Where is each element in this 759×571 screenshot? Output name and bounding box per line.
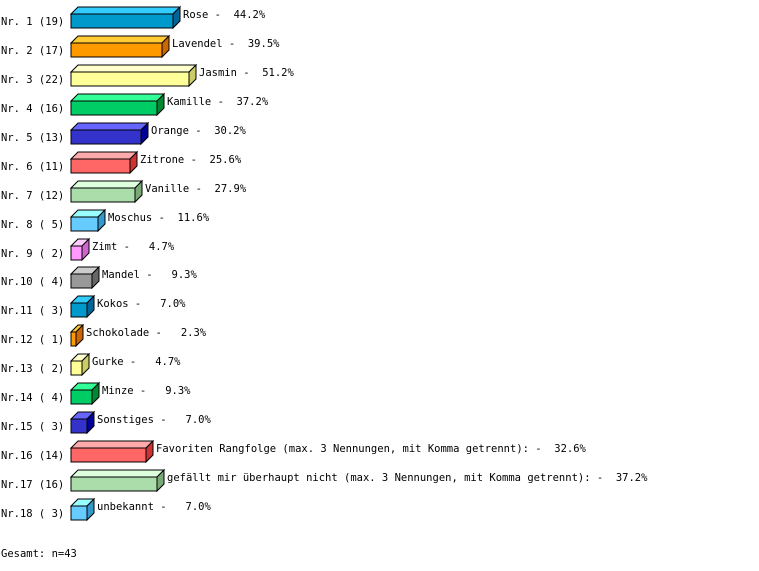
data-label: Kamille - 37.2% [167, 96, 269, 108]
bar-top [69, 6, 182, 15]
category-label: Nr. 4 (16) [1, 103, 64, 115]
category-label: Nr.10 ( 4) [1, 276, 64, 288]
category-label: Nr.16 (14) [1, 450, 64, 462]
bar-top [69, 64, 198, 73]
category-label: Nr.13 ( 2) [1, 363, 64, 375]
category-label: Nr.11 ( 3) [1, 305, 64, 317]
data-label: Zitrone - 25.6% [140, 154, 242, 166]
total-label: Gesamt: n=43 [1, 548, 77, 560]
category-label: Nr. 5 (13) [1, 132, 64, 144]
bar [70, 505, 88, 521]
category-label: Nr. 8 ( 5) [1, 219, 64, 231]
data-label: Minze - 9.3% [102, 385, 191, 397]
bar [70, 13, 174, 29]
bar [70, 100, 158, 116]
bar-top [69, 469, 166, 478]
bar [70, 187, 136, 203]
bar [70, 360, 83, 376]
data-label: Orange - 30.2% [151, 125, 247, 137]
bar [70, 158, 131, 174]
data-label: unbekannt - 7.0% [97, 501, 211, 513]
category-label: Nr.15 ( 3) [1, 421, 64, 433]
bar-top [69, 151, 139, 160]
bar [70, 331, 77, 347]
bar [70, 71, 190, 87]
bar [70, 302, 88, 318]
bar [70, 447, 147, 463]
data-label: Vanille - 27.9% [145, 183, 247, 195]
bar-top [69, 93, 166, 102]
bar [70, 389, 93, 405]
bar [70, 42, 163, 58]
bar [70, 129, 142, 145]
data-label: Kokos - 7.0% [97, 298, 186, 310]
data-label: Schokolade - 2.3% [86, 327, 207, 339]
data-label: Jasmin - 51.2% [199, 67, 295, 79]
category-label: Nr. 3 (22) [1, 74, 64, 86]
bar-top [69, 180, 144, 189]
data-label: Sonstiges - 7.0% [97, 414, 211, 426]
category-label: Nr.14 ( 4) [1, 392, 64, 404]
bar [70, 418, 88, 434]
category-label: Nr. 1 (19) [1, 16, 64, 28]
category-label: Nr. 9 ( 2) [1, 248, 64, 260]
category-label: Nr.18 ( 3) [1, 508, 64, 520]
bar-top [69, 35, 171, 44]
data-label: Zimt - 4.7% [92, 241, 175, 253]
data-label: Moschus - 11.6% [108, 212, 210, 224]
data-label: Favoriten Rangfolge (max. 3 Nennungen, m… [156, 443, 587, 455]
bar [70, 245, 83, 261]
category-label: Nr. 7 (12) [1, 190, 64, 202]
bar [70, 476, 158, 492]
bar-top [69, 440, 155, 449]
category-label: Nr.17 (16) [1, 479, 64, 491]
category-label: Nr.12 ( 1) [1, 334, 64, 346]
data-label: Lavendel - 39.5% [172, 38, 280, 50]
data-label: gefällt mir überhaupt nicht (max. 3 Nenn… [167, 472, 648, 484]
bar-top [69, 122, 150, 131]
data-label: Rose - 44.2% [183, 9, 266, 21]
data-label: Mandel - 9.3% [102, 269, 198, 281]
category-label: Nr. 2 (17) [1, 45, 64, 57]
bar [70, 273, 93, 289]
bar [70, 216, 99, 232]
data-label: Gurke - 4.7% [92, 356, 181, 368]
category-label: Nr. 6 (11) [1, 161, 64, 173]
